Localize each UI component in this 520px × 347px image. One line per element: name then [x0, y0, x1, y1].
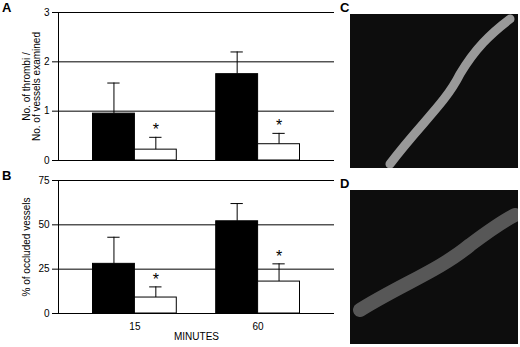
svg-text:60: 60 — [253, 321, 265, 332]
svg-text:2: 2 — [44, 56, 50, 67]
svg-text:3: 3 — [44, 7, 50, 18]
svg-text:15: 15 — [129, 321, 141, 332]
svg-text:MINUTES: MINUTES — [174, 331, 219, 342]
svg-text:% of occluded vessels: % of occluded vessels — [21, 198, 32, 297]
html-text:D: D — [340, 176, 350, 191]
svg-text:*: * — [276, 117, 282, 134]
svg-text:*: * — [276, 248, 282, 265]
svg-text:50: 50 — [38, 219, 50, 230]
svg-text:25: 25 — [38, 263, 50, 274]
svg-text:0: 0 — [44, 155, 50, 166]
html-text:C: C — [340, 0, 350, 15]
html-text:A: A — [2, 0, 12, 15]
svg-text:1: 1 — [44, 105, 50, 116]
svg-text:0: 0 — [44, 308, 50, 319]
svg-text:*: * — [153, 271, 159, 288]
html-text:B: B — [2, 168, 12, 183]
svg-text:*: * — [153, 121, 159, 138]
svg-text:75: 75 — [38, 175, 50, 186]
svg-text:No. of thrombi /No. of vessels: No. of thrombi /No. of vessels examined — [21, 32, 42, 141]
